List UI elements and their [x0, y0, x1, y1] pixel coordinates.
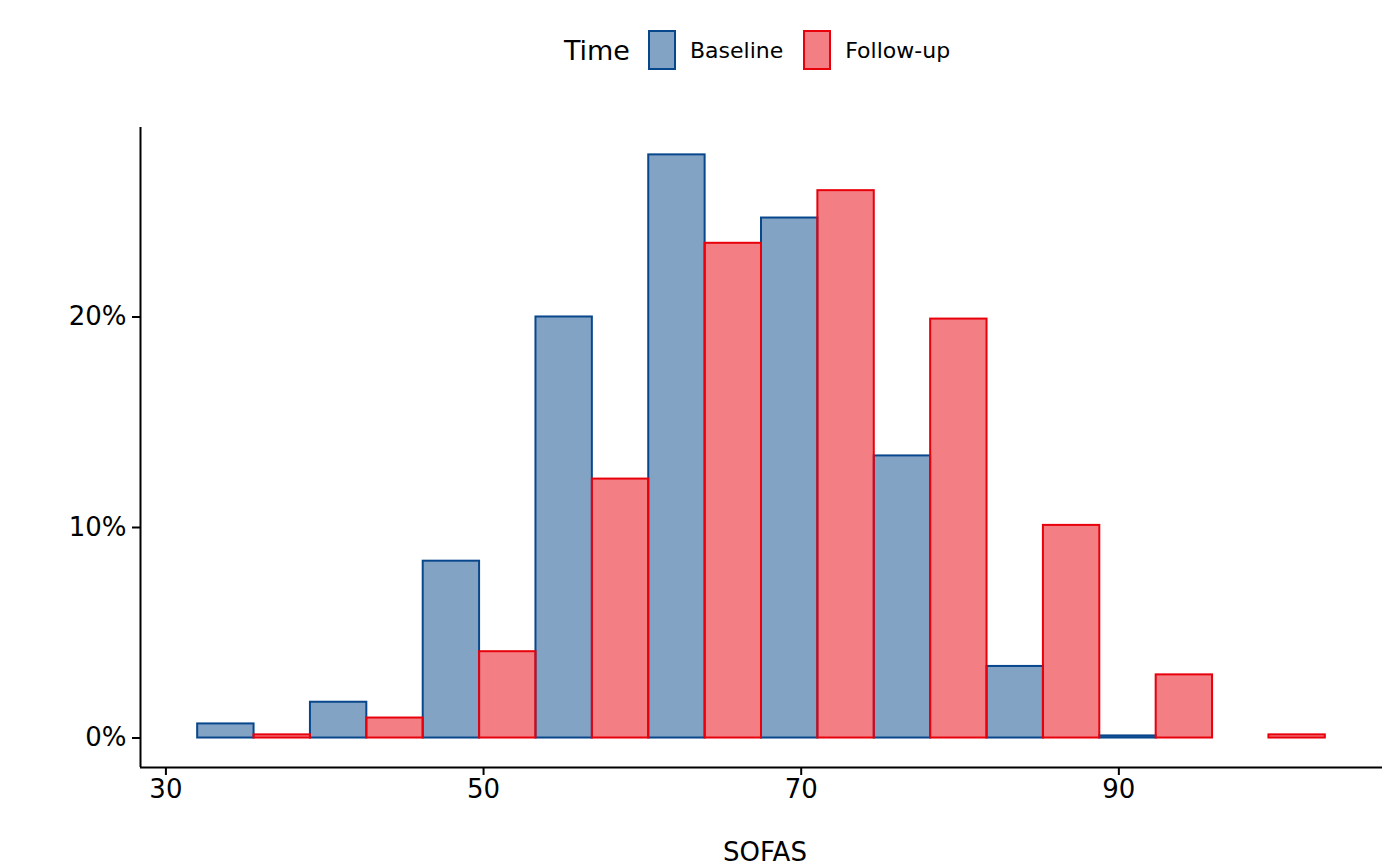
svg-text:0%: 0%	[85, 722, 126, 752]
svg-text:30: 30	[149, 774, 182, 804]
svg-text:90: 90	[1102, 774, 1135, 804]
html-text:Baseline: Baseline	[690, 37, 784, 63]
svg-text:50: 50	[467, 774, 500, 804]
svg-text:10%: 10%	[69, 512, 127, 542]
svg-text:20%: 20%	[69, 301, 127, 331]
svg-text:70: 70	[785, 774, 818, 804]
html-text:Follow-up: Follow-up	[845, 37, 951, 63]
html-text:Time: Time	[563, 34, 630, 66]
